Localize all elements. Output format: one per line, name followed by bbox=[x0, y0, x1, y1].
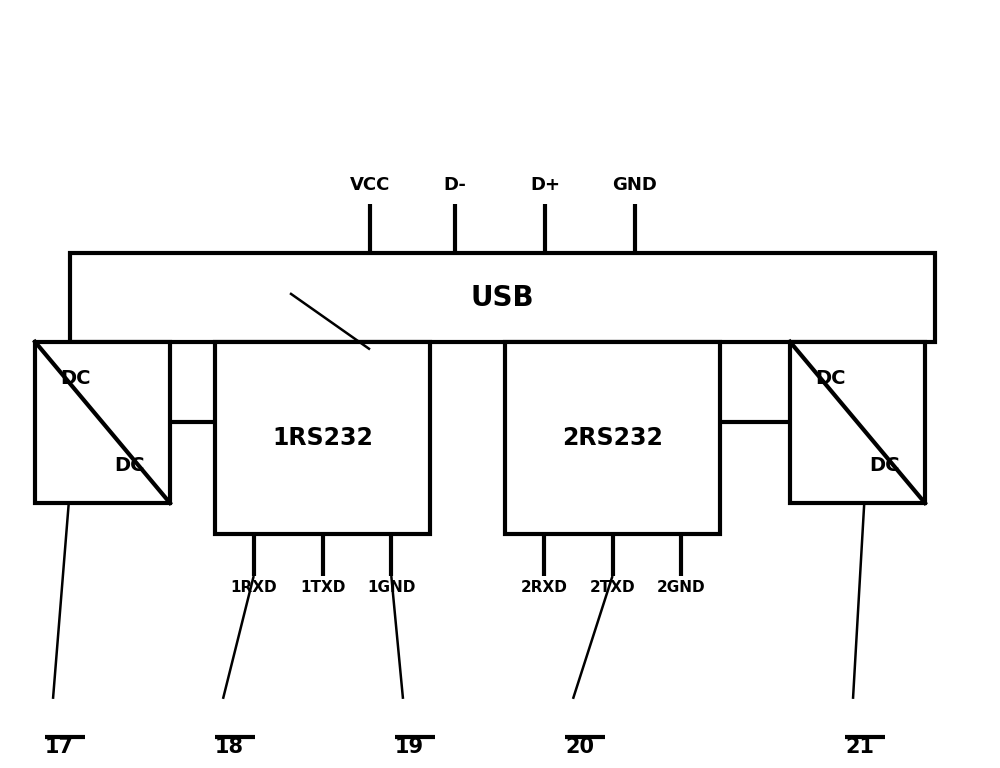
Text: DC: DC bbox=[869, 456, 900, 475]
Text: VCC: VCC bbox=[350, 177, 390, 194]
Text: DC: DC bbox=[60, 369, 91, 389]
Text: D-: D- bbox=[444, 177, 466, 194]
Text: 1RS232: 1RS232 bbox=[272, 425, 373, 450]
Text: 2TXD: 2TXD bbox=[590, 580, 635, 595]
Text: 2RXD: 2RXD bbox=[520, 580, 567, 595]
Text: 19: 19 bbox=[395, 737, 424, 757]
Bar bbox=[505, 342, 720, 534]
Text: 2GND: 2GND bbox=[657, 580, 706, 595]
Text: 21: 21 bbox=[845, 737, 874, 757]
Text: 1TXD: 1TXD bbox=[300, 580, 345, 595]
Bar bbox=[790, 342, 925, 503]
Text: 20: 20 bbox=[565, 737, 594, 757]
Text: 2RS232: 2RS232 bbox=[562, 425, 663, 450]
Text: 17: 17 bbox=[45, 737, 74, 757]
Text: D+: D+ bbox=[530, 177, 560, 194]
Text: 1GND: 1GND bbox=[367, 580, 415, 595]
Text: DC: DC bbox=[815, 369, 846, 389]
Bar bbox=[70, 253, 935, 342]
Bar bbox=[35, 342, 170, 503]
Text: 18: 18 bbox=[215, 737, 244, 757]
Bar bbox=[215, 342, 430, 534]
Text: DC: DC bbox=[114, 456, 145, 475]
Text: USB: USB bbox=[471, 283, 534, 312]
Text: 1RXD: 1RXD bbox=[230, 580, 277, 595]
Text: GND: GND bbox=[613, 177, 657, 194]
